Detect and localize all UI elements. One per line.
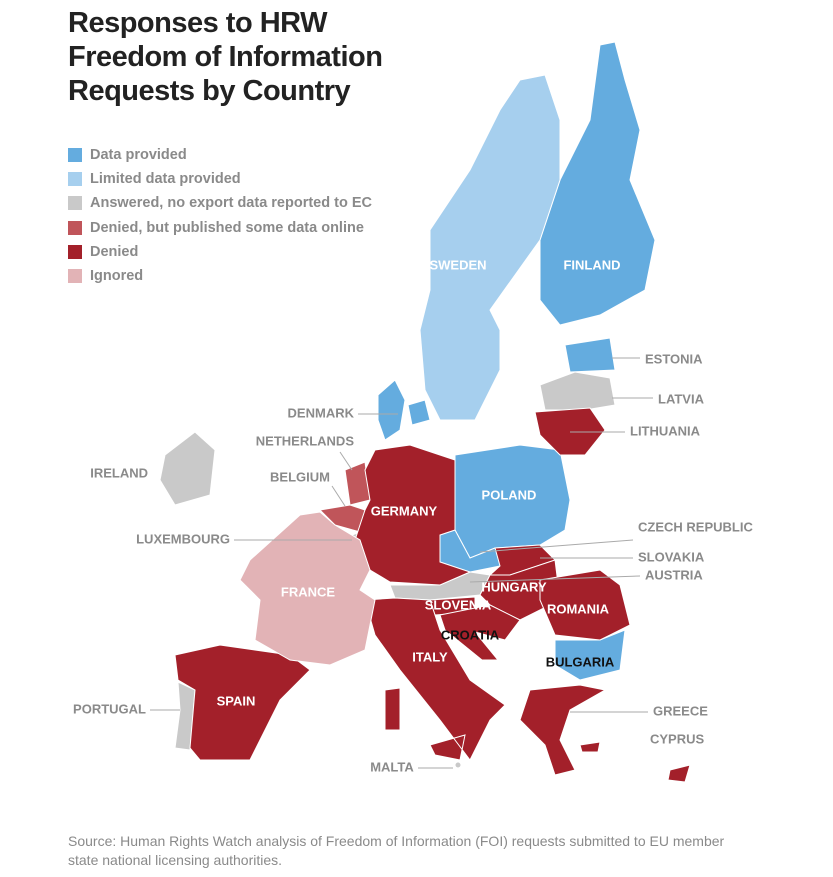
legend-label: Data provided: [90, 147, 187, 164]
country-label: LATVIA: [658, 391, 705, 406]
country-label: SLOVAKIA: [638, 549, 705, 564]
country-label: LITHUANIA: [630, 423, 701, 438]
country-label: DENMARK: [288, 405, 355, 420]
country-shape: [364, 597, 506, 761]
legend-item: Ignored: [68, 264, 372, 288]
country-shape: [539, 569, 631, 641]
country-shape: [564, 337, 616, 373]
country-label: CYPRUS: [650, 731, 705, 746]
legend-item: Data provided: [68, 143, 372, 167]
legend-item: Answered, no export data reported to EC: [68, 191, 372, 215]
country-label: GREECE: [653, 703, 708, 718]
country-shape: [377, 379, 431, 441]
country-label: NETHERLANDS: [256, 433, 355, 448]
country-label: SWEDEN: [429, 257, 486, 272]
legend-item: Limited data provided: [68, 167, 372, 191]
country-shape: [174, 644, 311, 761]
country-shape: [539, 371, 616, 411]
country-shape: [439, 604, 521, 661]
leader-line: [331, 485, 346, 507]
leader-line: [469, 575, 641, 583]
country-label: AUSTRIA: [645, 567, 703, 582]
legend-item: Denied, but published some data online: [68, 216, 372, 240]
country-shape: [159, 431, 216, 506]
country-shape: [454, 761, 462, 769]
country-label: HUNGARY: [481, 579, 547, 594]
country-label: GERMANY: [371, 503, 438, 518]
country-shape: [419, 74, 561, 421]
country-label: FRANCE: [281, 584, 335, 599]
title: Responses to HRW Freedom of Information …: [68, 7, 383, 107]
legend-swatch: [68, 172, 82, 187]
legend-swatch: [68, 269, 82, 284]
country-shape: [667, 764, 691, 783]
source-note: Source: Human Rights Watch analysis of F…: [68, 833, 725, 868]
country-shape: [239, 511, 376, 666]
legend-label: Denied: [90, 243, 139, 260]
legend-label: Answered, no export data reported to EC: [90, 195, 372, 212]
country-label: IRELAND: [90, 465, 148, 480]
legend-item: Denied: [68, 240, 372, 264]
country-shape: [354, 444, 472, 586]
legend-swatch: [68, 148, 82, 163]
country-label: LUXEMBOURG: [136, 531, 230, 546]
country-label: MALTA: [370, 759, 414, 774]
country-label: BULGARIA: [546, 654, 615, 669]
legend-label: Denied, but published some data online: [90, 219, 364, 236]
legend-label: Limited data provided: [90, 171, 241, 188]
country-label: ROMANIA: [547, 601, 610, 616]
country-label: SPAIN: [217, 693, 256, 708]
country-label: CZECH REPUBLIC: [638, 519, 753, 534]
legend-swatch: [68, 196, 82, 211]
country-label: CROATIA: [441, 627, 500, 642]
country-label: ESTONIA: [645, 351, 703, 366]
legend-swatch: [68, 220, 82, 235]
country-shape: [519, 684, 607, 776]
country-label: PORTUGAL: [73, 701, 146, 716]
legend-swatch: [68, 244, 82, 259]
leader-line: [479, 539, 634, 553]
legend-label: Ignored: [90, 268, 144, 285]
country-label: BELGIUM: [270, 469, 330, 484]
country-label: ITALY: [412, 649, 448, 664]
country-label: SLOVENIA: [425, 597, 492, 612]
leader-line: [339, 451, 353, 471]
country-label: POLAND: [482, 487, 537, 502]
legend: Data provided Limited data provided Answer…: [68, 143, 372, 288]
country-label: FINLAND: [563, 257, 620, 272]
country-shape: [539, 41, 656, 326]
